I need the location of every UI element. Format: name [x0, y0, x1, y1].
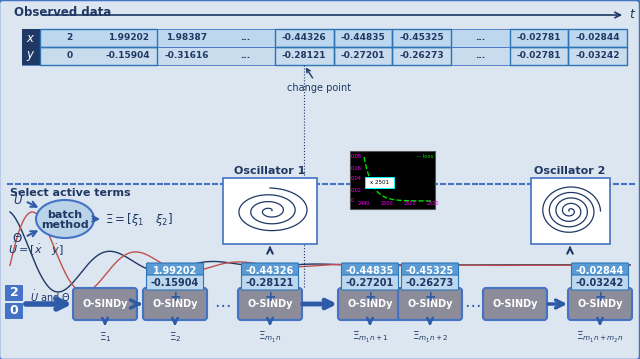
FancyBboxPatch shape	[5, 285, 23, 301]
Text: 1.99202: 1.99202	[153, 266, 197, 275]
Text: change point: change point	[287, 69, 351, 93]
Text: -- loss: -- loss	[417, 154, 433, 159]
Text: $\dot{U}$ and $\Theta$: $\dot{U}$ and $\Theta$	[30, 288, 71, 304]
Text: -0.02844: -0.02844	[576, 266, 624, 275]
Text: $\Xi_{m_1n+2}$: $\Xi_{m_1n+2}$	[412, 330, 448, 345]
Text: Observed data: Observed data	[14, 6, 111, 19]
Text: ...: ...	[475, 33, 485, 42]
Text: -0.02844: -0.02844	[575, 33, 620, 42]
Text: Select active terms: Select active terms	[10, 188, 131, 198]
Text: -0.02781: -0.02781	[516, 33, 561, 42]
FancyBboxPatch shape	[365, 177, 394, 187]
FancyBboxPatch shape	[483, 288, 547, 320]
Text: $\Xi_{m_1n+1}$: $\Xi_{m_1n+1}$	[351, 330, 388, 345]
FancyBboxPatch shape	[401, 263, 458, 278]
FancyBboxPatch shape	[342, 263, 399, 278]
FancyBboxPatch shape	[241, 263, 298, 278]
FancyBboxPatch shape	[147, 263, 204, 278]
Text: ...: ...	[475, 51, 485, 61]
Text: -0.26273: -0.26273	[399, 51, 444, 61]
Text: -0.27201: -0.27201	[340, 51, 385, 61]
FancyBboxPatch shape	[401, 275, 458, 290]
Text: 2: 2	[66, 33, 72, 42]
FancyBboxPatch shape	[223, 178, 317, 244]
FancyBboxPatch shape	[22, 47, 627, 65]
Text: $\Xi_{m_1n}$: $\Xi_{m_1n}$	[259, 330, 282, 345]
Text: $\it{x}$: $\it{x}$	[26, 32, 36, 45]
Text: O-SINDy: O-SINDy	[577, 299, 623, 309]
Text: +: +	[264, 290, 276, 304]
Text: Oscillator 1: Oscillator 1	[234, 166, 306, 176]
FancyBboxPatch shape	[572, 263, 628, 278]
FancyBboxPatch shape	[22, 29, 40, 47]
Text: $\Theta$: $\Theta$	[12, 232, 23, 244]
Text: 0: 0	[351, 199, 354, 204]
Text: -0.28121: -0.28121	[246, 278, 294, 288]
Ellipse shape	[36, 200, 94, 238]
Text: 2500: 2500	[381, 201, 393, 206]
Text: method: method	[41, 220, 89, 230]
Text: $\Xi_{m_1n+m_2n}$: $\Xi_{m_1n+m_2n}$	[577, 330, 623, 345]
Text: O-SINDy: O-SINDy	[492, 299, 538, 309]
Text: $\cdots$: $\cdots$	[464, 295, 481, 313]
Text: O-SINDy: O-SINDy	[247, 299, 292, 309]
Text: $\cdots$: $\cdots$	[214, 295, 231, 313]
Text: -0.15904: -0.15904	[151, 278, 199, 288]
Text: -0.03242: -0.03242	[575, 51, 620, 61]
Text: -0.45325: -0.45325	[406, 266, 454, 275]
FancyBboxPatch shape	[147, 275, 204, 290]
Text: x 2501: x 2501	[369, 180, 388, 185]
Text: 0: 0	[10, 304, 19, 317]
FancyBboxPatch shape	[572, 275, 628, 290]
FancyBboxPatch shape	[5, 303, 23, 319]
Text: ...: ...	[241, 51, 250, 61]
Text: batch: batch	[47, 210, 83, 220]
FancyBboxPatch shape	[531, 178, 609, 244]
Text: Oscillator 2: Oscillator 2	[534, 166, 605, 176]
FancyBboxPatch shape	[342, 275, 399, 290]
Text: 0.02: 0.02	[351, 187, 362, 192]
Text: ...: ...	[241, 33, 250, 42]
FancyBboxPatch shape	[398, 288, 462, 320]
Text: +: +	[169, 290, 181, 304]
Text: O-SINDy: O-SINDy	[152, 299, 198, 309]
Text: -0.15904: -0.15904	[106, 51, 150, 61]
Text: 0.04: 0.04	[351, 177, 362, 182]
FancyBboxPatch shape	[73, 288, 137, 320]
Text: -0.28121: -0.28121	[282, 51, 326, 61]
FancyBboxPatch shape	[22, 47, 40, 65]
Text: 2520: 2520	[427, 201, 439, 206]
Text: $\dot{U} = [\dot{x} \quad \dot{y}]$: $\dot{U} = [\dot{x} \quad \dot{y}]$	[8, 241, 63, 258]
Text: 0.08: 0.08	[351, 154, 362, 159]
Text: -0.44326: -0.44326	[282, 33, 326, 42]
Text: O-SINDy: O-SINDy	[348, 299, 393, 309]
Text: -0.26273: -0.26273	[406, 278, 454, 288]
Text: -0.03242: -0.03242	[576, 278, 624, 288]
FancyBboxPatch shape	[568, 288, 632, 320]
Text: 0: 0	[67, 51, 72, 61]
Text: -0.27201: -0.27201	[346, 278, 394, 288]
Text: -0.45325: -0.45325	[399, 33, 444, 42]
Text: -0.02781: -0.02781	[516, 51, 561, 61]
Text: $\dot{U}$: $\dot{U}$	[13, 192, 23, 208]
Text: -0.44326: -0.44326	[246, 266, 294, 275]
Text: -0.44835: -0.44835	[346, 266, 394, 275]
Text: 1.98387: 1.98387	[166, 33, 207, 42]
Text: $\it{y}$: $\it{y}$	[26, 49, 36, 63]
Text: O-SINDy: O-SINDy	[83, 299, 128, 309]
Text: -0.31616: -0.31616	[164, 51, 209, 61]
FancyBboxPatch shape	[350, 151, 435, 209]
FancyBboxPatch shape	[22, 29, 627, 47]
Text: $\Xi_1$: $\Xi_1$	[99, 330, 111, 344]
Text: 2510: 2510	[404, 201, 417, 206]
FancyBboxPatch shape	[241, 275, 298, 290]
Text: +: +	[424, 290, 436, 304]
FancyBboxPatch shape	[238, 288, 302, 320]
Text: 2: 2	[10, 286, 19, 299]
Text: $t$: $t$	[629, 9, 636, 22]
Text: 2490: 2490	[358, 201, 370, 206]
Text: $\Xi = [\xi_1 \quad \xi_2]$: $\Xi = [\xi_1 \quad \xi_2]$	[105, 210, 173, 228]
Text: +: +	[364, 290, 376, 304]
Text: 1.99202: 1.99202	[108, 33, 148, 42]
